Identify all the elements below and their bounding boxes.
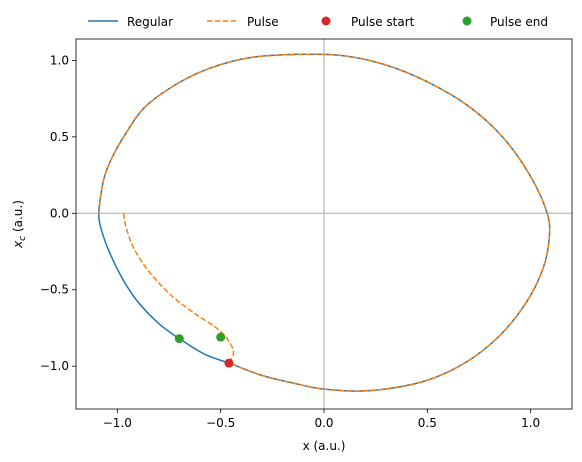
y-tick-label: 0.0 — [50, 206, 69, 220]
y-axis-label-sub: c — [18, 236, 28, 241]
x-axis-label: x (a.u.) — [303, 439, 346, 453]
legend-swatch-pulse-start — [321, 16, 331, 26]
marker-layer — [174, 332, 234, 368]
legend-label-regular: Regular — [127, 15, 173, 29]
y-axis-label-unit: (a.u.) — [11, 200, 25, 236]
y-axis-label-main: x — [11, 240, 25, 249]
y-tick-label: −1.0 — [40, 359, 69, 373]
x-tick-label: −1.0 — [103, 416, 132, 430]
y-axis: −1.0 −0.5 0.0 0.5 1.0 — [40, 53, 76, 373]
marker-pulse-end-0 — [174, 334, 184, 344]
legend-swatch-pulse-end — [462, 16, 472, 26]
series-line-pulse — [97, 53, 551, 392]
legend-label-pulse-end: Pulse end — [490, 15, 548, 29]
reference-lines — [76, 39, 572, 409]
y-tick-label: 0.5 — [50, 130, 69, 144]
marker-pulse-end-1 — [216, 332, 226, 342]
x-tick-label: −0.5 — [206, 416, 235, 430]
x-tick-label: 1.0 — [521, 416, 540, 430]
legend-label-pulse-start: Pulse start — [351, 15, 415, 29]
y-axis-label: xc (a.u.) — [11, 200, 28, 249]
x-tick-label: 0.5 — [418, 416, 437, 430]
y-tick-label: −0.5 — [40, 283, 69, 297]
y-tick-label: 1.0 — [50, 53, 69, 67]
x-tick-label: 0.0 — [314, 416, 333, 430]
legend-label-pulse: Pulse — [247, 15, 279, 29]
plot-area — [97, 53, 551, 392]
marker-pulse-start-0 — [224, 358, 234, 368]
x-axis: −1.0 −0.5 0.0 0.5 1.0 — [103, 409, 540, 430]
legend: Regular Pulse Pulse start Pulse end — [88, 15, 548, 29]
